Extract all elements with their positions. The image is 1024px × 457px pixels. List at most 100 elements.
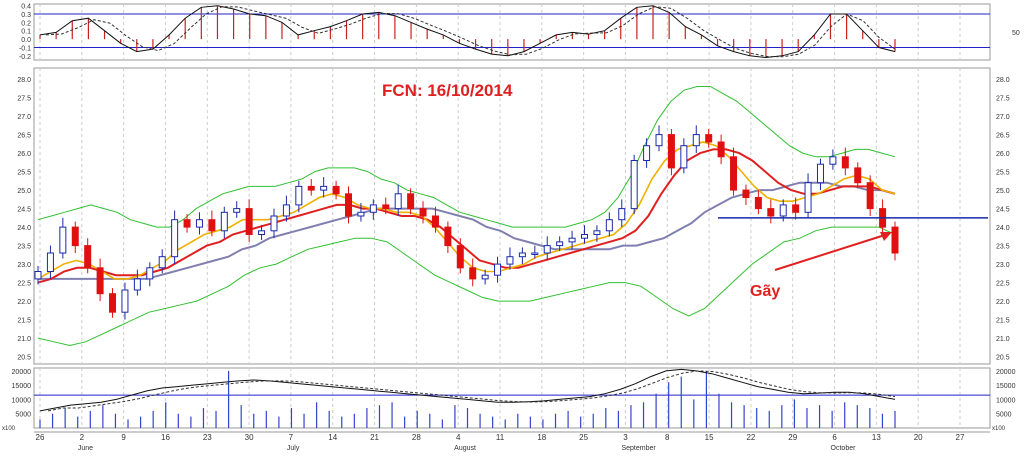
candle-up bbox=[158, 256, 166, 269]
candle-up bbox=[531, 252, 539, 255]
candle-down bbox=[854, 167, 862, 184]
price-tick-label-right: 25.5 bbox=[996, 170, 1010, 177]
price-panel bbox=[34, 86, 988, 347]
volume-panel bbox=[34, 368, 990, 428]
candle-up bbox=[580, 234, 588, 239]
vertical-grid bbox=[39, 4, 961, 428]
candle-down bbox=[742, 189, 750, 199]
candle-up bbox=[46, 252, 54, 272]
price-tick-label-right: 28.0 bbox=[996, 77, 1010, 84]
candle-up bbox=[59, 226, 67, 254]
x-tick-label: 27 bbox=[956, 433, 965, 442]
candle-up bbox=[320, 185, 328, 191]
candle-down bbox=[792, 204, 800, 213]
price-tick-label: 21.5 bbox=[17, 318, 31, 325]
bollinger-lower bbox=[37, 226, 896, 347]
x-tick-label: 28 bbox=[412, 433, 421, 442]
ma-mid bbox=[37, 148, 896, 284]
candle-down bbox=[456, 245, 464, 269]
candle-up bbox=[258, 230, 266, 236]
candle-up bbox=[394, 193, 402, 210]
x-tick-label: 11 bbox=[496, 433, 505, 442]
price-tick-label-right: 26.0 bbox=[996, 151, 1010, 158]
candle-up bbox=[518, 252, 526, 258]
osc-right-tick: 50 bbox=[1012, 30, 1020, 37]
candle-down bbox=[705, 134, 713, 143]
candle-up bbox=[369, 204, 377, 213]
price-tick-label: 23.0 bbox=[17, 262, 31, 269]
x-tick-label: 21 bbox=[370, 433, 379, 442]
candle-down bbox=[717, 141, 725, 158]
break-annotation: Gãy bbox=[750, 283, 780, 300]
price-tick-label: 22.5 bbox=[17, 281, 31, 288]
volume-tick-label: 20000 bbox=[12, 369, 32, 376]
price-tick-label: 22.0 bbox=[17, 299, 31, 306]
price-tick-label: 24.0 bbox=[17, 225, 31, 232]
osc-tick-label: 0.2 bbox=[21, 20, 31, 27]
x-tick-label: 7 bbox=[289, 433, 294, 442]
candle-down bbox=[332, 185, 340, 195]
candle-up bbox=[605, 219, 613, 232]
price-tick-label-right: 22.0 bbox=[996, 299, 1010, 306]
candle-up bbox=[282, 204, 290, 217]
candle-up bbox=[195, 219, 203, 228]
month-label: October bbox=[831, 445, 857, 452]
candle-down bbox=[667, 134, 675, 169]
candle-down bbox=[469, 267, 477, 280]
x-tick-label: 26 bbox=[36, 433, 45, 442]
candle-down bbox=[183, 219, 191, 228]
candle-down bbox=[841, 156, 849, 169]
price-tick-label: 23.5 bbox=[17, 244, 31, 251]
candle-up bbox=[804, 182, 812, 213]
volume-tick-label: 15000 bbox=[12, 383, 32, 390]
volume-scale-label-right: x100 bbox=[992, 426, 1006, 432]
x-tick-label: 22 bbox=[746, 433, 755, 442]
panel-frames bbox=[33, 3, 991, 429]
candle-up bbox=[506, 256, 514, 265]
price-tick-label-right: 27.0 bbox=[996, 114, 1010, 121]
volume-scale-label: x100 bbox=[2, 426, 16, 432]
ma-long bbox=[38, 181, 896, 280]
break-arrow-head bbox=[880, 232, 892, 241]
candle-down bbox=[891, 226, 899, 254]
chart-title: FCN: 16/10/2014 bbox=[382, 81, 513, 100]
ma-short bbox=[37, 141, 896, 280]
volume-ma-line bbox=[39, 368, 896, 412]
candle-down bbox=[382, 204, 390, 210]
candle-up bbox=[295, 185, 303, 206]
price-tick-label: 27.0 bbox=[17, 114, 31, 121]
x-tick-label: 9 bbox=[121, 433, 126, 442]
month-label: July bbox=[287, 445, 300, 452]
osc-tick-label: 0.3 bbox=[21, 12, 31, 19]
x-tick-label: 6 bbox=[832, 433, 837, 442]
x-tick-label: 25 bbox=[579, 433, 588, 442]
price-tick-label-right: 20.5 bbox=[996, 355, 1010, 362]
osc-tick-label: 0.1 bbox=[21, 29, 31, 36]
candle-up bbox=[270, 215, 278, 232]
month-label: August bbox=[454, 445, 476, 452]
candle-up bbox=[618, 208, 626, 221]
x-tick-label: 20 bbox=[914, 433, 923, 442]
x-tick-label: 29 bbox=[788, 433, 797, 442]
osc-tick-label: -0.2 bbox=[19, 54, 31, 61]
candle-down bbox=[767, 208, 775, 217]
candle-up bbox=[171, 219, 179, 258]
price-tick-label: 25.5 bbox=[17, 170, 31, 177]
candle-up bbox=[146, 267, 154, 280]
x-tick-label: 18 bbox=[537, 433, 546, 442]
price-tick-label: 20.5 bbox=[17, 355, 31, 362]
candle-down bbox=[345, 193, 353, 217]
candle-down bbox=[307, 185, 315, 191]
candle-up bbox=[829, 156, 837, 165]
price-tick-label-right: 25.0 bbox=[996, 188, 1010, 195]
price-tick-label: 21.0 bbox=[17, 336, 31, 343]
month-label: September bbox=[621, 445, 656, 452]
candle-up bbox=[816, 163, 824, 184]
price-tick-label-right: 26.5 bbox=[996, 133, 1010, 140]
candle-up bbox=[233, 208, 241, 213]
osc-signal-line bbox=[45, 6, 896, 58]
osc-line bbox=[39, 5, 896, 59]
volume-frame bbox=[33, 367, 991, 429]
